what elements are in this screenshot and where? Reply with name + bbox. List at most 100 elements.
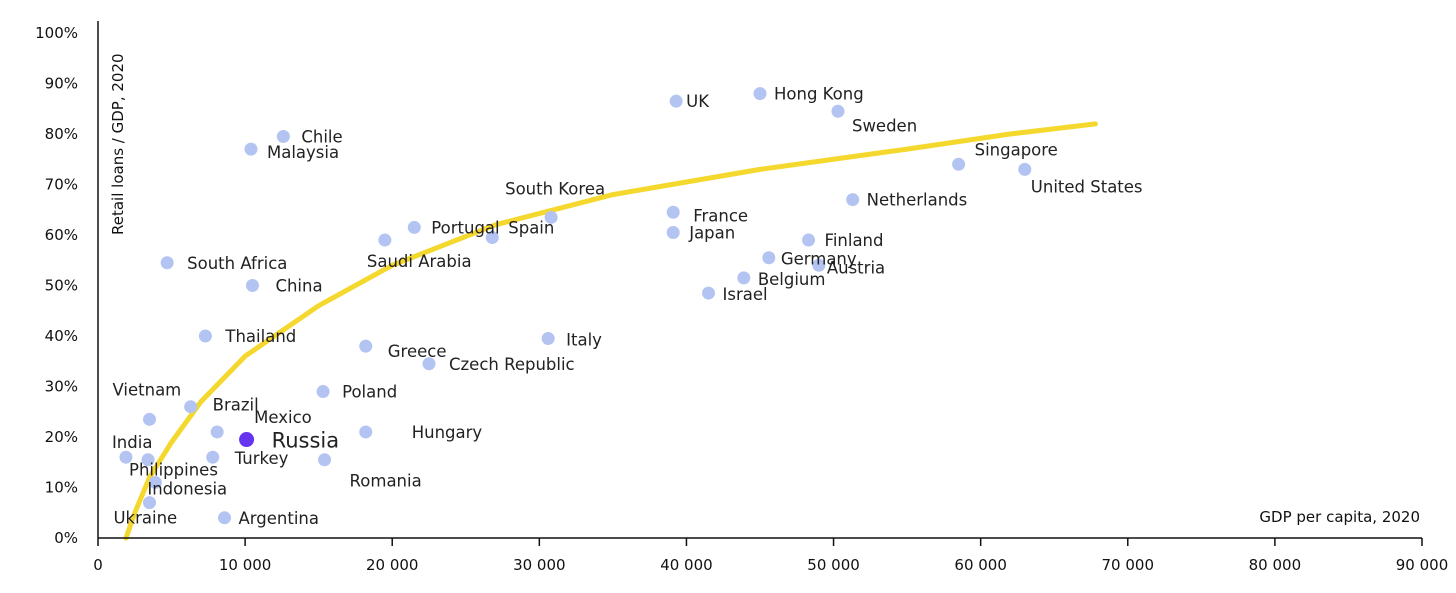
point-israel bbox=[702, 286, 716, 300]
point-portugal bbox=[407, 220, 421, 234]
label-china: China bbox=[275, 277, 322, 296]
label-vietnam: Vietnam bbox=[112, 380, 181, 399]
y-tick-label: 20% bbox=[45, 428, 78, 446]
point-vietnam bbox=[142, 412, 156, 426]
x-tick-label: 70 000 bbox=[1102, 556, 1155, 574]
point-sweden bbox=[831, 104, 845, 118]
x-tick-label: 20 000 bbox=[366, 556, 419, 574]
y-axis-title: Retail loans / GDP, 2020 bbox=[109, 53, 127, 235]
x-tick-label: 30 000 bbox=[513, 556, 566, 574]
point-czech-republic bbox=[422, 357, 436, 371]
label-south-korea: South Korea bbox=[505, 179, 605, 198]
point-france bbox=[666, 205, 680, 219]
point-united-states bbox=[1018, 162, 1032, 176]
label-uk: UK bbox=[686, 92, 710, 111]
point-greece bbox=[359, 339, 373, 353]
label-indonesia: Indonesia bbox=[147, 479, 227, 498]
point-austria bbox=[812, 258, 826, 272]
y-tick-label: 0% bbox=[54, 529, 78, 547]
label-united-states: United States bbox=[1031, 177, 1143, 196]
x-tick-label: 50 000 bbox=[807, 556, 860, 574]
point-thailand bbox=[198, 329, 212, 343]
y-tick-label: 30% bbox=[45, 378, 78, 396]
point-indonesia bbox=[148, 475, 162, 489]
point-hungary bbox=[359, 425, 373, 439]
x-tick-label: 10 000 bbox=[219, 556, 272, 574]
trend-line bbox=[123, 121, 1098, 541]
label-brazil: Brazil bbox=[213, 396, 259, 415]
point-russia bbox=[239, 432, 255, 448]
label-chile: Chile bbox=[301, 128, 342, 147]
point-india bbox=[119, 450, 133, 464]
label-turkey: Turkey bbox=[234, 449, 289, 468]
point-romania bbox=[318, 453, 332, 467]
label-finland: Finland bbox=[825, 231, 884, 250]
point-italy bbox=[541, 332, 555, 346]
label-italy: Italy bbox=[566, 331, 602, 350]
label-netherlands: Netherlands bbox=[867, 191, 968, 210]
x-axis-title: GDP per capita, 2020 bbox=[1259, 508, 1420, 526]
point-ukraine bbox=[142, 496, 156, 510]
points-layer bbox=[119, 87, 1032, 525]
point-uk bbox=[669, 94, 683, 108]
label-ukraine: Ukraine bbox=[113, 509, 177, 528]
point-mexico bbox=[210, 425, 224, 439]
point-argentina bbox=[218, 511, 232, 525]
point-chile bbox=[276, 130, 290, 144]
point-spain bbox=[485, 231, 499, 245]
point-south-korea bbox=[544, 210, 558, 224]
label-russia: Russia bbox=[272, 429, 340, 453]
point-hong-kong bbox=[753, 87, 767, 101]
y-tick-label: 50% bbox=[45, 277, 78, 295]
label-philippines: Philippines bbox=[129, 461, 218, 480]
point-finland bbox=[802, 233, 816, 247]
label-austria: Austria bbox=[827, 258, 885, 277]
y-tick-label: 90% bbox=[45, 75, 78, 93]
x-tick-label: 60 000 bbox=[954, 556, 1007, 574]
x-tick-label: 0 bbox=[93, 556, 103, 574]
label-malaysia: Malaysia bbox=[267, 143, 339, 162]
label-france: France bbox=[693, 206, 748, 225]
x-tick-label: 90 000 bbox=[1396, 556, 1449, 574]
label-belgium: Belgium bbox=[758, 270, 826, 289]
point-turkey bbox=[206, 450, 220, 464]
point-philippines bbox=[141, 453, 155, 467]
label-thailand: Thailand bbox=[224, 327, 296, 346]
label-hong-kong: Hong Kong bbox=[774, 85, 864, 104]
axes-layer: 0 10 000 20 000 30 000 40 000 50 000 60 000 70 … bbox=[35, 21, 1448, 574]
label-mexico: Mexico bbox=[254, 408, 312, 427]
label-czech-republic: Czech Republic bbox=[449, 355, 575, 374]
label-south-africa: South Africa bbox=[187, 254, 287, 273]
point-south-africa bbox=[160, 256, 174, 270]
point-belgium bbox=[737, 271, 751, 285]
label-poland: Poland bbox=[342, 383, 397, 402]
label-germany: Germany bbox=[781, 250, 857, 269]
point-singapore bbox=[952, 157, 966, 171]
point-brazil bbox=[184, 400, 198, 414]
trend-layer bbox=[123, 121, 1098, 541]
x-tick-label: 80 000 bbox=[1249, 556, 1302, 574]
label-sweden: Sweden bbox=[852, 116, 917, 135]
label-singapore: Singapore bbox=[975, 140, 1058, 159]
label-japan: Japan bbox=[688, 223, 735, 242]
label-india: India bbox=[112, 433, 153, 452]
label-romania: Romania bbox=[350, 472, 422, 491]
point-germany bbox=[762, 251, 776, 265]
label-saudi-arabia: Saudi Arabia bbox=[367, 252, 472, 271]
label-israel: Israel bbox=[723, 285, 768, 304]
point-malaysia bbox=[244, 142, 258, 156]
point-japan bbox=[666, 225, 680, 239]
point-saudi-arabia bbox=[378, 233, 392, 247]
point-poland bbox=[316, 385, 330, 399]
label-greece: Greece bbox=[388, 342, 447, 361]
y-tick-label: 60% bbox=[45, 226, 78, 244]
y-tick-label: 100% bbox=[35, 24, 78, 42]
label-portugal: Portugal bbox=[431, 218, 499, 237]
y-tick-label: 40% bbox=[45, 327, 78, 345]
label-argentina: Argentina bbox=[239, 509, 320, 528]
y-tick-label: 80% bbox=[45, 125, 78, 143]
point-netherlands bbox=[846, 193, 860, 207]
label-spain: Spain bbox=[508, 219, 554, 238]
